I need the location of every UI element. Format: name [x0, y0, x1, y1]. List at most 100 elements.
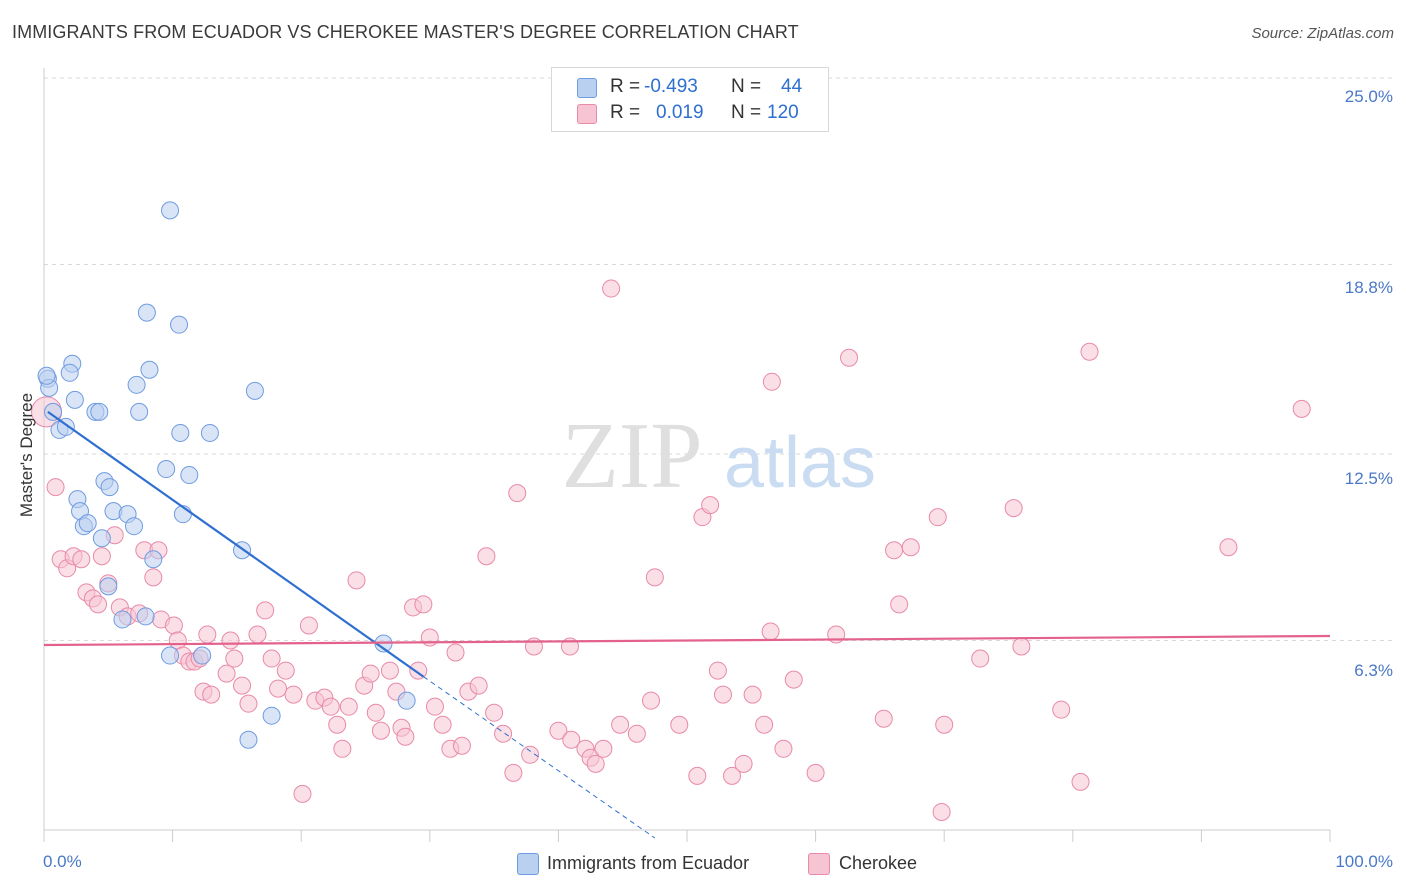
cherokee-point	[339, 697, 358, 716]
ecuador-point	[161, 201, 180, 220]
cherokee-point	[92, 547, 111, 566]
cherokee-point	[521, 745, 540, 764]
cherokee-point	[217, 664, 236, 683]
cherokee-point	[901, 538, 920, 557]
cherokee-point	[504, 763, 523, 782]
n-value: 120	[767, 102, 799, 123]
cherokee-point	[1292, 399, 1311, 418]
watermark: ZIP atlas	[562, 404, 877, 508]
cherokee-point	[1004, 499, 1023, 518]
blue-swatch	[577, 78, 597, 98]
cherokee-point	[494, 724, 513, 743]
r-value: 0.019	[656, 102, 704, 123]
cherokee-point	[602, 279, 621, 298]
cherokee-point	[46, 478, 65, 497]
cherokee-point	[743, 685, 762, 704]
cherokee-point	[932, 802, 951, 821]
cherokee-point	[971, 649, 990, 668]
cherokee-point	[321, 697, 340, 716]
ecuador-point	[127, 375, 146, 394]
y-tick-label: 25.0%	[1344, 87, 1393, 106]
cherokee-point	[688, 766, 707, 785]
cherokee-point	[1012, 637, 1031, 656]
ecuador-trend-line	[47, 410, 425, 678]
cherokee-point	[701, 496, 720, 515]
cherokee-point	[366, 703, 385, 722]
cherokee-point	[433, 715, 452, 734]
cherokee-point	[409, 661, 428, 680]
cherokee-point	[239, 694, 258, 713]
cherokee-point	[202, 685, 221, 704]
cherokee-point	[549, 721, 568, 740]
cherokee-point	[928, 508, 947, 527]
cherokee-point	[885, 541, 904, 560]
x-tick-label: 100.0%	[1335, 852, 1393, 871]
cherokee-point	[485, 703, 504, 722]
ecuador-point	[180, 466, 199, 485]
cherokee-point	[723, 766, 742, 785]
legend-swatch-cherokee	[808, 853, 830, 875]
cherokee-point	[774, 739, 793, 758]
cherokee-point	[611, 715, 630, 734]
cherokee-point	[248, 625, 267, 644]
y-tick-label: 6.3%	[1354, 661, 1393, 680]
cherokee-point	[670, 715, 689, 734]
cherokee-point	[734, 754, 753, 773]
cherokee-point	[164, 616, 183, 635]
ecuador-point	[92, 529, 111, 548]
watermark-zip: ZIP	[562, 404, 703, 508]
cherokee-point	[328, 715, 347, 734]
cherokee-point	[225, 649, 244, 668]
cherokee-point	[89, 595, 108, 614]
cherokee-point	[276, 661, 295, 680]
cherokee-point	[299, 616, 318, 635]
cherokee-point	[762, 372, 781, 391]
cherokee-point	[755, 715, 774, 734]
cherokee-trend-line	[43, 634, 1331, 647]
cherokee-point	[284, 685, 303, 704]
cherokee-point	[1080, 342, 1099, 361]
chart-title: IMMIGRANTS FROM ECUADOR VS CHEROKEE MAST…	[12, 22, 799, 42]
cherokee-point	[293, 784, 312, 803]
cherokee-point	[469, 676, 488, 695]
n-label: N =	[731, 76, 762, 97]
y-tick-label: 12.5%	[1344, 469, 1393, 488]
ecuador-point	[78, 514, 97, 533]
cherokee-point	[594, 739, 613, 758]
cherokee-point	[198, 625, 217, 644]
cherokee-point	[269, 679, 288, 698]
ecuador-point	[136, 607, 155, 626]
y-tick-label: 18.8%	[1344, 278, 1393, 297]
r-label: R =	[610, 102, 641, 123]
cherokee-point	[446, 643, 465, 662]
watermark-atlas: atlas	[724, 423, 876, 503]
ecuador-point	[100, 478, 119, 497]
cherokee-point	[452, 736, 471, 755]
cherokee-point	[586, 754, 605, 773]
ecuador-point	[262, 706, 281, 725]
cherokee-point	[168, 631, 187, 650]
ecuador-point	[137, 303, 156, 322]
stats-box: R = -0.493 N = 44 R = 0.019 N = 120	[551, 67, 829, 132]
cherokee-point	[562, 730, 581, 749]
ecuador-point	[245, 381, 264, 400]
x-tick-label: 0.0%	[43, 852, 82, 871]
cherokee-point	[371, 721, 390, 740]
ecuador-point	[37, 366, 56, 385]
cherokee-point	[396, 727, 415, 746]
ecuador-point	[170, 315, 189, 334]
cherokee-point	[380, 661, 399, 680]
cherokee-point	[935, 715, 954, 734]
cherokee-point	[1219, 538, 1238, 557]
ecuador-point	[140, 360, 159, 379]
ecuador-trend-extension	[423, 676, 656, 839]
cherokee-point	[890, 595, 909, 614]
cherokee-point	[645, 568, 664, 587]
ecuador-point	[60, 363, 79, 382]
r-label: R =	[610, 76, 641, 97]
ecuador-point	[44, 402, 63, 421]
chart-source: Source: ZipAtlas.com	[1251, 25, 1394, 42]
cherokee-point	[256, 601, 275, 620]
r-value: -0.493	[644, 76, 698, 97]
